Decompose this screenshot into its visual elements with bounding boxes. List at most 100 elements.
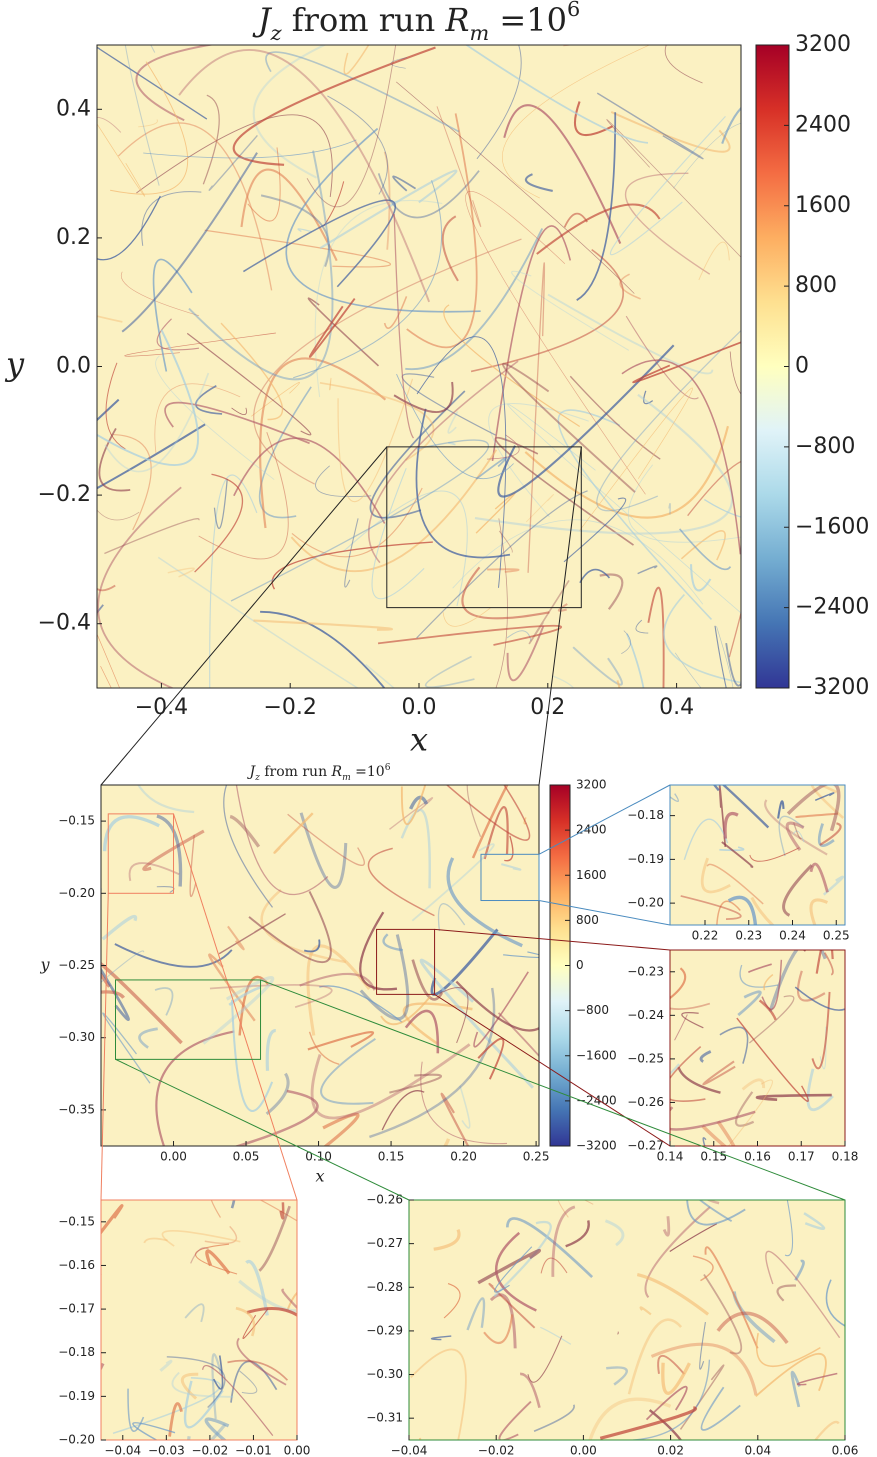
field-streak xyxy=(265,1028,277,1071)
field-streak xyxy=(778,815,805,857)
field xyxy=(97,45,741,688)
field-streak xyxy=(369,390,466,519)
field-streak xyxy=(719,846,745,852)
field-streak xyxy=(494,436,634,546)
field-streak xyxy=(310,1043,471,1120)
field-streak xyxy=(616,680,621,688)
field-streak xyxy=(440,1092,470,1146)
field-streak xyxy=(315,465,372,497)
field-streak xyxy=(97,123,145,197)
colorbar-tick-label: 800 xyxy=(795,273,837,298)
field-streak xyxy=(168,1402,183,1437)
field-streak xyxy=(758,999,777,1021)
field-streak xyxy=(430,1335,452,1341)
field-streak xyxy=(729,351,741,395)
x-tick-label: 0.17 xyxy=(788,1149,815,1163)
field-streak xyxy=(396,373,514,480)
field-streak xyxy=(389,1073,442,1094)
field-streak xyxy=(188,150,334,381)
field-streak xyxy=(727,895,758,925)
field-streak xyxy=(377,170,480,219)
field-streak xyxy=(110,61,189,195)
frame xyxy=(408,1199,846,1441)
field-streak xyxy=(271,541,433,590)
field-streak xyxy=(644,1206,711,1299)
field-streak xyxy=(436,106,482,228)
field-streak xyxy=(157,556,396,688)
x-tick-label: −0.04 xyxy=(391,1443,428,1457)
zoom-connector xyxy=(538,446,582,786)
field-streak xyxy=(155,1030,235,1146)
field-streak xyxy=(101,950,145,983)
y-tick-label: −0.20 xyxy=(58,886,95,900)
title-part: J xyxy=(252,1,273,39)
field-streak xyxy=(97,116,122,133)
field-streak xyxy=(503,951,539,959)
field-streak xyxy=(721,841,754,868)
x-tick-label: 0.05 xyxy=(233,1149,260,1163)
field-streak xyxy=(657,1355,685,1375)
field-streak xyxy=(488,403,589,518)
x-tick-label: −0.02 xyxy=(191,1443,228,1457)
field-streak xyxy=(486,434,520,460)
y-tick-label: −0.31 xyxy=(366,1411,403,1425)
field-streak xyxy=(97,46,208,120)
field-streak xyxy=(670,1002,711,1010)
field-streak xyxy=(461,566,550,620)
field-streak xyxy=(714,625,727,688)
field-streak xyxy=(299,972,376,991)
x-axis-label: x xyxy=(410,721,428,759)
field-streak xyxy=(677,1066,721,1094)
field-streak xyxy=(120,271,200,316)
field-streak xyxy=(102,815,160,852)
field-streak xyxy=(785,821,805,851)
field-streak xyxy=(506,630,532,642)
panel-title: Jz from run Rm =106 xyxy=(252,0,580,45)
field-streak xyxy=(619,273,641,300)
field-streak xyxy=(286,1291,297,1311)
title-part: z xyxy=(270,21,283,45)
field-streak xyxy=(483,805,509,860)
field-background xyxy=(670,950,845,1146)
x-tick-label: 0.20 xyxy=(450,1149,477,1163)
colorbar-tick-label: −1600 xyxy=(576,1048,617,1062)
field-streak xyxy=(242,199,396,288)
field-streak xyxy=(756,1332,821,1368)
field-streak xyxy=(447,441,456,446)
field-streak xyxy=(204,1225,237,1245)
field-streak xyxy=(171,1371,234,1398)
field-streak xyxy=(293,180,443,379)
field-streak xyxy=(701,1120,736,1146)
field-streak xyxy=(382,933,403,952)
field-streak xyxy=(699,1050,712,1063)
field-streak xyxy=(236,1337,287,1386)
field-streak xyxy=(97,486,182,688)
y-tick-label: 0.2 xyxy=(56,225,91,250)
field-streak xyxy=(104,372,210,473)
zoom-connector xyxy=(100,446,388,786)
field-streak xyxy=(505,1217,594,1279)
field-streak xyxy=(393,213,415,439)
colorbar-tick-label: 3200 xyxy=(576,778,607,792)
y-tick-label: −0.16 xyxy=(58,1258,95,1272)
field-streak xyxy=(670,1045,706,1102)
field-streak xyxy=(233,1089,319,1146)
x-tick-label: 0.4 xyxy=(659,695,694,720)
field-streak xyxy=(557,409,713,620)
field-streak xyxy=(547,293,714,375)
field-streak xyxy=(748,963,772,973)
field-streak xyxy=(475,492,516,534)
zoom-connector xyxy=(538,900,671,926)
field-streak xyxy=(668,502,671,515)
field-streak xyxy=(344,518,359,588)
field-streak xyxy=(319,381,435,461)
field-streak xyxy=(689,564,712,592)
field-streak xyxy=(647,586,665,688)
field-streak xyxy=(579,568,611,584)
field-streak xyxy=(223,785,274,908)
x-tick-label: 0.00 xyxy=(160,1149,187,1163)
field-streak xyxy=(737,990,762,1017)
field-streak xyxy=(670,967,687,1000)
field-streak xyxy=(692,1255,714,1282)
field-streak xyxy=(503,104,622,244)
